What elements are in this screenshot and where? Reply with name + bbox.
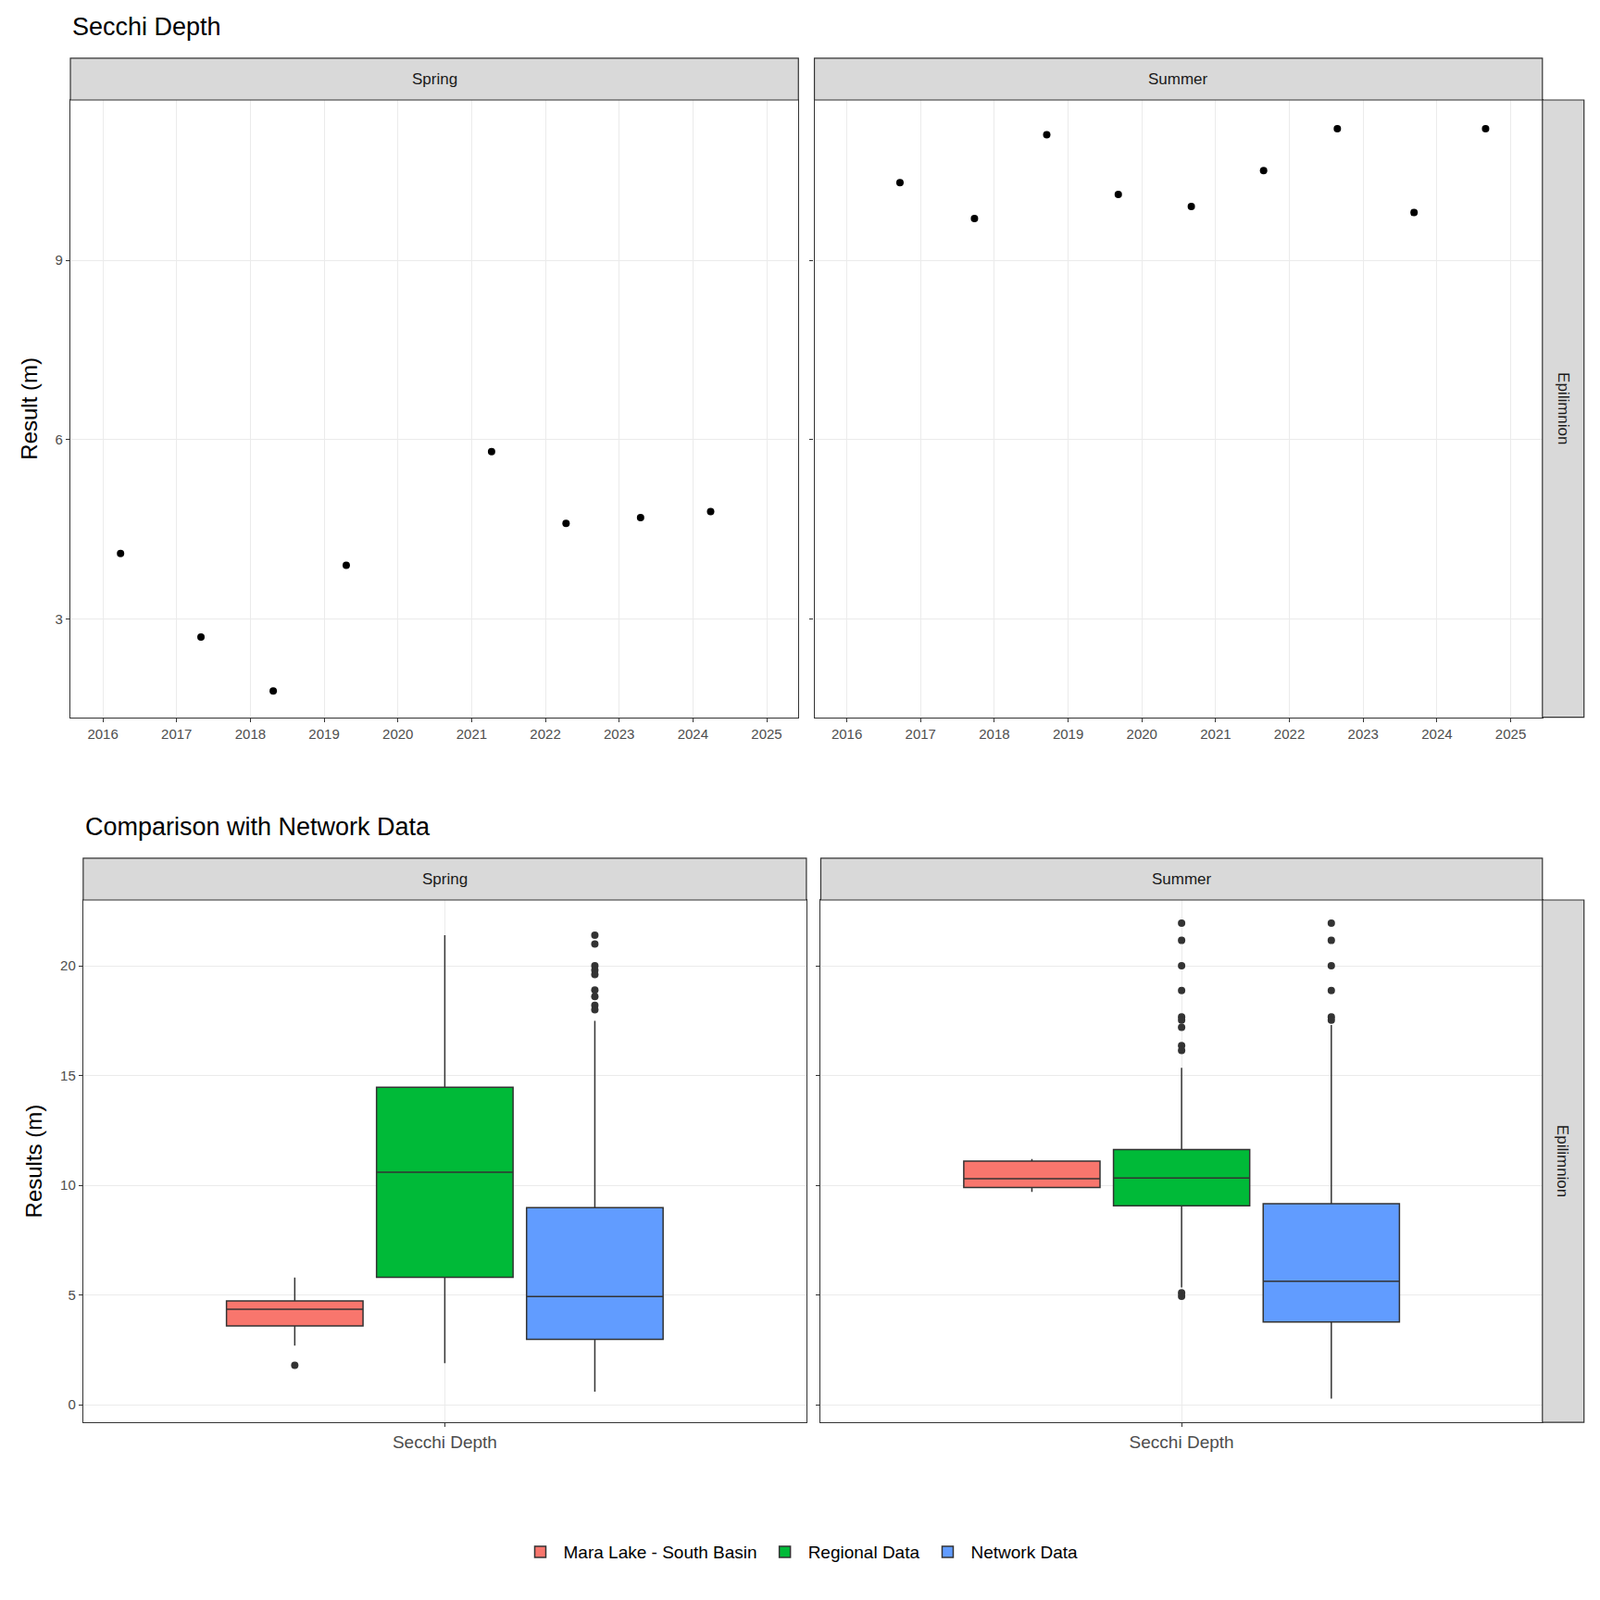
svg-text:3: 3 [55, 611, 63, 627]
svg-text:Summer: Summer [1148, 70, 1209, 88]
svg-text:Network Data: Network Data [970, 1542, 1078, 1563]
svg-text:2017: 2017 [905, 725, 937, 742]
svg-text:2025: 2025 [1495, 725, 1526, 742]
svg-text:2020: 2020 [382, 725, 413, 742]
svg-text:2018: 2018 [235, 725, 266, 742]
svg-text:2024: 2024 [677, 725, 709, 742]
svg-text:2016: 2016 [831, 725, 863, 742]
svg-text:2021: 2021 [456, 725, 488, 742]
svg-text:0: 0 [67, 1396, 75, 1413]
svg-text:2023: 2023 [1348, 725, 1379, 742]
svg-text:2023: 2023 [603, 725, 635, 742]
svg-text:Spring: Spring [412, 70, 458, 88]
svg-text:Epilimnion: Epilimnion [1554, 372, 1573, 445]
svg-text:Epilimnion: Epilimnion [1553, 1125, 1572, 1198]
svg-text:Results (m): Results (m) [21, 1104, 47, 1219]
svg-text:15: 15 [60, 1067, 76, 1084]
svg-text:Secchi Depth: Secchi Depth [1129, 1432, 1235, 1452]
svg-text:2021: 2021 [1200, 725, 1231, 742]
svg-text:Comparison with Network Data: Comparison with Network Data [85, 812, 431, 841]
svg-text:2018: 2018 [978, 725, 1010, 742]
svg-text:2016: 2016 [87, 725, 118, 742]
svg-text:Spring: Spring [422, 870, 468, 888]
svg-text:Result (m): Result (m) [16, 357, 42, 461]
svg-text:Secchi Depth: Secchi Depth [392, 1432, 498, 1452]
svg-text:2019: 2019 [1052, 725, 1084, 742]
svg-text:2024: 2024 [1421, 725, 1452, 742]
svg-text:2022: 2022 [529, 725, 561, 742]
svg-text:2025: 2025 [750, 725, 782, 742]
svg-text:2022: 2022 [1274, 725, 1305, 742]
svg-text:9: 9 [55, 251, 63, 268]
svg-text:Mara Lake - South Basin: Mara Lake - South Basin [563, 1542, 758, 1563]
svg-text:2017: 2017 [161, 725, 192, 742]
svg-text:20: 20 [60, 957, 76, 974]
svg-text:2019: 2019 [308, 725, 339, 742]
svg-text:5: 5 [67, 1287, 75, 1303]
svg-text:2020: 2020 [1126, 725, 1158, 742]
svg-text:Regional Data: Regional Data [808, 1542, 921, 1563]
svg-text:Secchi Depth: Secchi Depth [72, 12, 222, 41]
svg-text:6: 6 [55, 431, 63, 448]
svg-text:Summer: Summer [1151, 870, 1213, 888]
svg-text:10: 10 [60, 1176, 76, 1193]
